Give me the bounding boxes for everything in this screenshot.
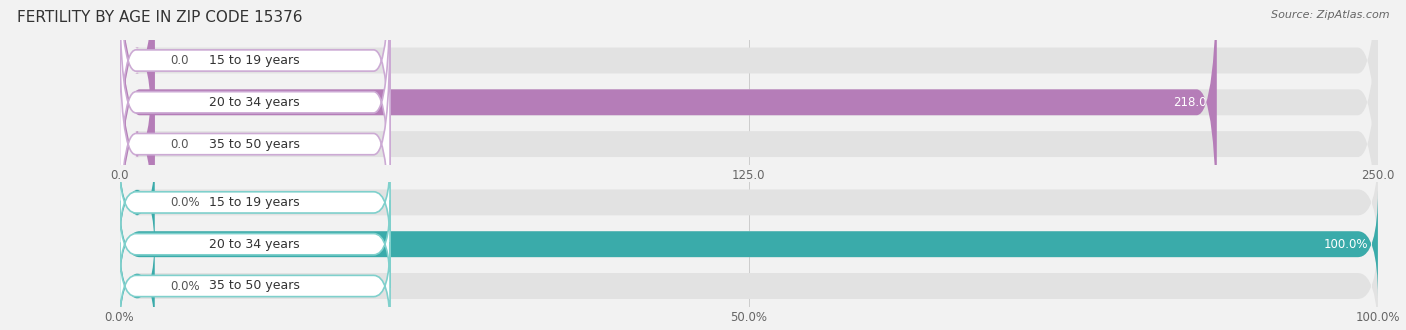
FancyBboxPatch shape: [120, 232, 155, 330]
Text: 35 to 50 years: 35 to 50 years: [209, 138, 301, 150]
FancyBboxPatch shape: [120, 190, 1378, 298]
FancyBboxPatch shape: [120, 232, 1378, 330]
FancyBboxPatch shape: [120, 148, 1378, 256]
Text: 35 to 50 years: 35 to 50 years: [209, 280, 301, 292]
FancyBboxPatch shape: [120, 19, 389, 269]
Text: 100.0%: 100.0%: [1323, 238, 1368, 251]
FancyBboxPatch shape: [120, 0, 1378, 215]
FancyBboxPatch shape: [120, 159, 389, 246]
Text: FERTILITY BY AGE IN ZIP CODE 15376: FERTILITY BY AGE IN ZIP CODE 15376: [17, 10, 302, 25]
FancyBboxPatch shape: [120, 0, 1378, 256]
Text: 218.0: 218.0: [1173, 96, 1206, 109]
FancyBboxPatch shape: [120, 0, 1378, 298]
FancyBboxPatch shape: [120, 0, 389, 186]
FancyBboxPatch shape: [120, 201, 389, 288]
Text: 0.0%: 0.0%: [170, 196, 200, 209]
Text: 15 to 19 years: 15 to 19 years: [209, 196, 299, 209]
Text: 0.0%: 0.0%: [170, 280, 200, 292]
Text: 0.0: 0.0: [170, 138, 188, 150]
Text: 20 to 34 years: 20 to 34 years: [209, 238, 299, 251]
Text: 0.0: 0.0: [170, 54, 188, 67]
Text: 15 to 19 years: 15 to 19 years: [209, 54, 299, 67]
FancyBboxPatch shape: [120, 0, 1216, 256]
FancyBboxPatch shape: [120, 242, 389, 330]
Text: Source: ZipAtlas.com: Source: ZipAtlas.com: [1271, 10, 1389, 20]
FancyBboxPatch shape: [120, 0, 155, 215]
FancyBboxPatch shape: [120, 0, 155, 298]
FancyBboxPatch shape: [120, 0, 389, 227]
Text: 20 to 34 years: 20 to 34 years: [209, 96, 299, 109]
FancyBboxPatch shape: [120, 190, 1378, 298]
FancyBboxPatch shape: [120, 148, 155, 256]
